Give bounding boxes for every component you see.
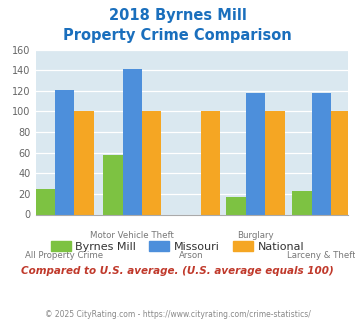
Text: Property Crime Comparison: Property Crime Comparison xyxy=(63,28,292,43)
Bar xyxy=(55,90,74,214)
Bar xyxy=(103,155,122,214)
Bar xyxy=(36,189,55,214)
Bar xyxy=(246,93,265,214)
Text: Arson: Arson xyxy=(179,251,203,260)
Bar xyxy=(74,112,94,214)
Legend: Byrnes Mill, Missouri, National: Byrnes Mill, Missouri, National xyxy=(47,237,308,256)
Text: Compared to U.S. average. (U.S. average equals 100): Compared to U.S. average. (U.S. average … xyxy=(21,266,334,276)
Bar xyxy=(265,112,285,214)
Bar xyxy=(122,69,142,215)
Bar xyxy=(312,93,331,214)
Text: 2018 Byrnes Mill: 2018 Byrnes Mill xyxy=(109,8,246,23)
Text: © 2025 CityRating.com - https://www.cityrating.com/crime-statistics/: © 2025 CityRating.com - https://www.city… xyxy=(45,310,310,319)
Text: All Property Crime: All Property Crime xyxy=(26,251,104,260)
Text: Motor Vehicle Theft: Motor Vehicle Theft xyxy=(91,231,174,240)
Bar xyxy=(293,191,312,214)
Text: Larceny & Theft: Larceny & Theft xyxy=(287,251,355,260)
Bar xyxy=(331,112,350,214)
Text: Burglary: Burglary xyxy=(237,231,274,240)
Bar xyxy=(226,197,246,214)
Bar xyxy=(201,112,220,214)
Bar xyxy=(142,112,161,214)
